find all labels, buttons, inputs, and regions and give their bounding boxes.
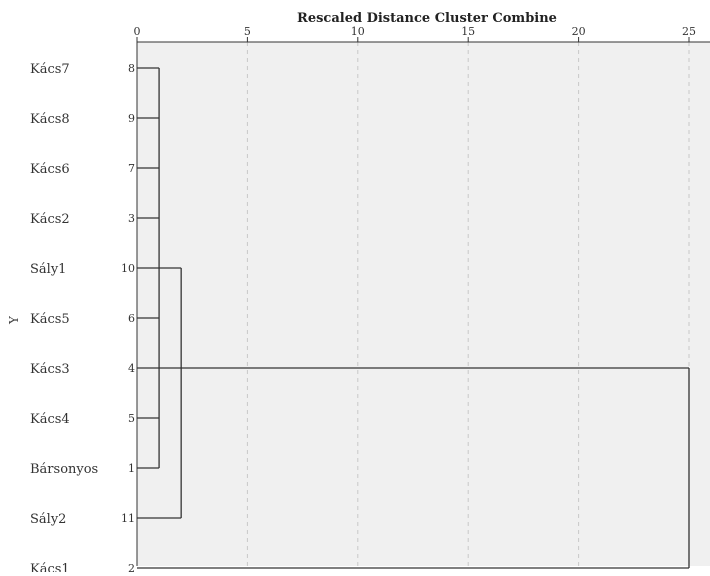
y-axis-marker: Y <box>7 315 21 325</box>
case-number: 5 <box>128 412 135 425</box>
leaf-label: Kács7 <box>30 62 70 77</box>
case-number: 1 <box>128 462 135 475</box>
x-tick-label: 20 <box>572 25 586 38</box>
leaf-labels: Kács7 8 Kács8 9 Kács6 7 Kács2 3 Sály1 10 Kács5 6 Kác… <box>30 62 135 572</box>
case-number: 10 <box>121 262 135 275</box>
leaf-label: Kács8 <box>30 112 70 127</box>
x-tick-label: 0 <box>134 25 141 38</box>
case-number: 11 <box>121 512 135 525</box>
x-tick-label: 15 <box>461 25 475 38</box>
x-tick-label: 10 <box>351 25 365 38</box>
leaf-label: Sály1 <box>30 262 66 277</box>
case-number: 8 <box>128 62 135 75</box>
leaf-label: Kács5 <box>30 312 70 327</box>
case-number: 9 <box>128 112 135 125</box>
case-number: 3 <box>128 212 135 225</box>
case-number: 6 <box>128 312 135 325</box>
leaf-label: Kács1 <box>30 562 70 572</box>
leaf-label: Kács3 <box>30 362 70 377</box>
case-number: 4 <box>128 362 135 375</box>
plot-background <box>137 42 710 566</box>
case-number: 7 <box>128 162 135 175</box>
case-number: 2 <box>128 562 135 572</box>
plot-area <box>137 42 710 566</box>
x-tick-label: 25 <box>682 25 696 38</box>
leaf-label: Kács2 <box>30 212 70 227</box>
x-tick-label: 5 <box>244 25 251 38</box>
chart-title: Rescaled Distance Cluster Combine <box>297 11 557 26</box>
leaf-label: Sály2 <box>30 512 66 527</box>
leaf-label: Kács6 <box>30 162 70 177</box>
leaf-label: Kács4 <box>30 412 70 427</box>
leaf-label: Bársonyos <box>30 462 98 477</box>
